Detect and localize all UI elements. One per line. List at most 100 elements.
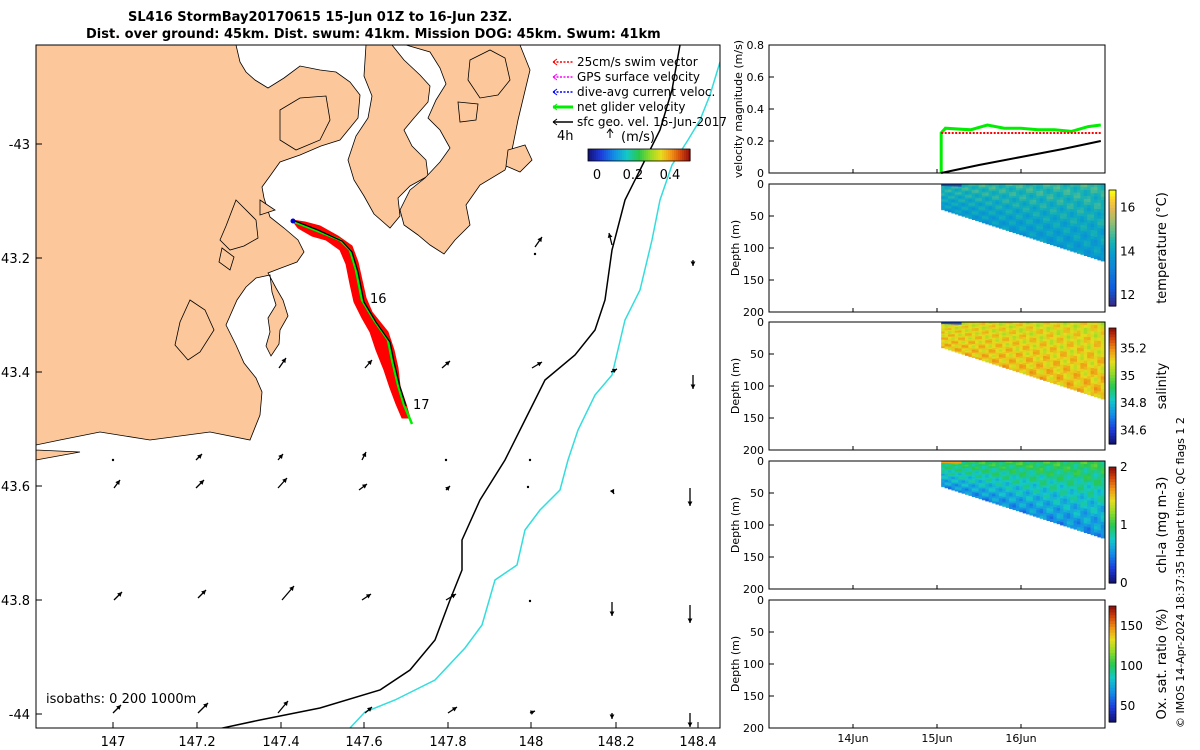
profile-cell <box>992 468 996 471</box>
profile-cell <box>954 194 959 196</box>
current-arrow-36 <box>447 706 458 714</box>
profile-cell <box>978 461 983 464</box>
profile-cell <box>1080 383 1085 387</box>
profile-cell <box>1009 476 1013 480</box>
profile-cell <box>965 477 969 480</box>
profile-cell <box>968 186 973 189</box>
profile-cell <box>975 489 980 492</box>
profile-cell <box>1080 192 1085 197</box>
profile-cell <box>1009 335 1013 339</box>
profile-cell <box>948 204 952 207</box>
profile-cell <box>961 352 966 355</box>
profile-cell <box>1070 347 1075 351</box>
profile-cell <box>1015 506 1020 510</box>
profile-cell <box>1046 339 1051 343</box>
profile-cell <box>1012 368 1017 372</box>
profile-cell <box>998 483 1003 486</box>
profile-cell <box>968 492 973 495</box>
profile-cell <box>1036 230 1041 234</box>
profile-cell <box>1063 378 1068 382</box>
profile-cell <box>1039 369 1044 373</box>
profile-cell <box>1094 224 1098 229</box>
profile-cell <box>995 194 1000 198</box>
profile-cell <box>1053 352 1058 356</box>
profile-cell <box>1087 388 1092 392</box>
profile-cell <box>1029 184 1034 187</box>
profile-cell <box>1039 215 1044 218</box>
profile-cell <box>1063 343 1068 347</box>
profile-cell <box>948 192 952 194</box>
profile-cell <box>981 188 986 191</box>
profile-cell <box>961 188 966 190</box>
profile-cell <box>988 500 993 503</box>
profile-cell <box>1039 207 1044 211</box>
profile-cell <box>1100 379 1105 384</box>
profile-cell <box>1087 190 1092 194</box>
profile-cell <box>1056 324 1061 328</box>
profile-cell <box>975 219 980 222</box>
profile-cell <box>971 322 976 325</box>
profile-cell <box>1009 472 1013 476</box>
profile-cell <box>958 331 963 333</box>
profile-cell <box>958 322 963 324</box>
speed-colorbar-cell <box>588 149 591 161</box>
profile-cell <box>1049 468 1054 472</box>
profile-cell <box>1015 231 1020 235</box>
colorbar-cell <box>1109 666 1116 671</box>
profile-cell <box>941 325 946 327</box>
profile-cell <box>978 353 983 356</box>
profile-cell <box>1053 471 1058 475</box>
profile-cell <box>985 497 990 500</box>
profile-cell <box>1083 372 1088 377</box>
profile-cell <box>958 466 963 469</box>
profile-cell <box>975 474 980 477</box>
profile-cell <box>988 359 993 362</box>
profile-cell <box>1039 472 1044 476</box>
profile-cell <box>1019 465 1024 468</box>
profile-cell <box>1077 463 1081 468</box>
profile-cell <box>1063 324 1068 328</box>
profile-cell <box>1039 513 1044 517</box>
profile-cell <box>1043 184 1047 187</box>
profile-cell <box>998 336 1003 340</box>
profile-cell <box>1077 189 1081 194</box>
profile-cell <box>981 473 986 477</box>
panel-ytick-label: 50 <box>750 626 764 639</box>
profile-cell <box>1002 327 1007 331</box>
profile-cell <box>1087 521 1092 525</box>
profile-cell <box>1043 198 1047 202</box>
profile-cell <box>998 468 1003 471</box>
profile-cell <box>1073 361 1078 366</box>
profile-cell <box>941 479 946 481</box>
colorbar-cell <box>1109 423 1116 428</box>
profile-cell <box>985 494 990 497</box>
arrow-head <box>687 618 693 623</box>
profile-cell <box>954 210 959 212</box>
panel-ytick-label: 0.8 <box>747 39 765 52</box>
profile-cell <box>954 338 959 340</box>
profile-cell <box>1009 504 1013 507</box>
profile-cell <box>1046 361 1051 365</box>
profile-cell <box>1097 363 1102 367</box>
profile-cell <box>1060 356 1064 360</box>
profile-cell <box>1019 469 1024 473</box>
profile-cell <box>965 326 969 329</box>
profile-cell <box>1032 200 1037 203</box>
colorbar-cell <box>1109 698 1116 703</box>
profile-cell <box>1012 501 1017 504</box>
profile-cell <box>1094 218 1098 222</box>
profile-cell <box>1029 193 1034 196</box>
profile-cell <box>1060 490 1064 494</box>
profile-cell <box>944 187 949 189</box>
profile-cell <box>1094 350 1098 354</box>
profile-cell <box>1026 230 1030 233</box>
profile-cell <box>1070 525 1075 529</box>
profile-cell <box>1029 479 1034 482</box>
profile-cell <box>1053 337 1058 341</box>
profile-cell <box>995 203 1000 207</box>
profile-cell <box>988 352 993 355</box>
profile-cell <box>1097 483 1102 487</box>
colorbar-cell <box>1109 678 1116 682</box>
profile-cell <box>971 354 976 357</box>
profile-cell <box>968 346 973 349</box>
